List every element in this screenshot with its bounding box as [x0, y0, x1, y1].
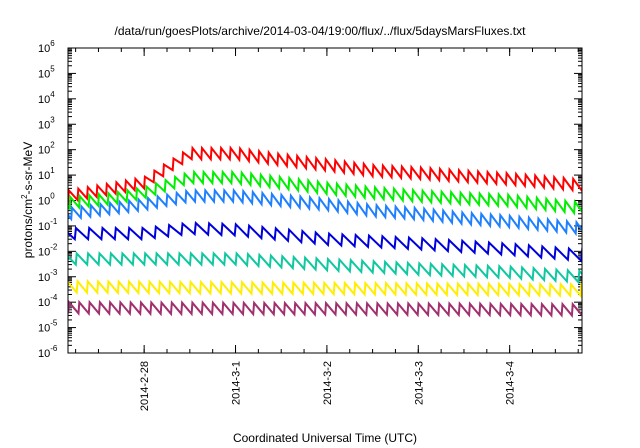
y-tick-base: 10: [38, 68, 50, 80]
series-line: [68, 187, 582, 237]
y-axis-label: protons/cm2-s-sr-MeV: [20, 142, 35, 258]
y-tick-label: 10-5: [38, 319, 58, 335]
y-tick-label: 10-1: [38, 217, 58, 233]
y-tick-exp: 0: [50, 192, 55, 201]
y-axis-label-suffix: -s-sr-MeV: [21, 142, 35, 195]
y-tick-exp: 3: [50, 115, 55, 124]
y-tick-base: 10: [38, 323, 50, 335]
x-tick-labels: 2014-2-28 2014-3-1 2014-3-2 2014-3-3 2014-3-…: [139, 361, 517, 411]
y-tick-exp: -3: [50, 268, 58, 277]
y-tick-base: 10: [38, 348, 50, 360]
y-tick-base: 10: [38, 196, 50, 208]
plot-frame: [67, 47, 583, 354]
y-axis-label-sup: 2: [20, 194, 29, 199]
y-tick-label: 10-4: [38, 293, 58, 309]
y-tick-base: 10: [38, 119, 50, 131]
y-tick-label: 100: [38, 192, 55, 208]
chart-title: /data/run/goesPlots/archive/2014-03-04/1…: [115, 24, 527, 38]
y-tick-base: 10: [38, 272, 50, 284]
y-tick-labels: 10-610-510-410-310-210-11001011021031041…: [38, 39, 58, 360]
series-group: [68, 145, 582, 318]
y-tick-label: 103: [38, 115, 55, 131]
x-tick-label: 2014-3-1: [231, 361, 243, 405]
y-tick-exp: -2: [50, 242, 58, 251]
y-tick-label: 101: [38, 166, 55, 182]
y-tick-exp: 2: [50, 141, 55, 150]
series-line: [68, 299, 582, 318]
y-tick-label: 104: [38, 90, 55, 106]
y-tick-base: 10: [38, 94, 50, 106]
y-tick-base: 10: [38, 297, 50, 309]
series-line: [68, 169, 582, 216]
y-tick-base: 10: [38, 43, 50, 55]
y-tick-exp: -5: [50, 319, 58, 328]
y-tick-exp: -4: [50, 293, 58, 302]
y-tick-exp: 1: [50, 166, 55, 175]
y-tick-label: 105: [38, 64, 55, 80]
y-tick-label: 10-3: [38, 268, 58, 284]
y-tick-exp: 4: [50, 90, 55, 99]
x-tick-label: 2014-3-2: [322, 361, 334, 405]
x-tick-label: 2014-3-4: [505, 361, 517, 405]
y-tick-label: 106: [38, 39, 55, 55]
y-tick-base: 10: [38, 221, 50, 233]
y-tick-exp: -1: [50, 217, 58, 226]
y-tick-exp: 5: [50, 64, 55, 73]
y-tick-exp: -6: [50, 344, 58, 353]
series-line: [68, 145, 582, 205]
series-line: [68, 251, 582, 285]
y-tick-exp: 6: [50, 39, 55, 48]
y-tick-base: 10: [38, 246, 50, 258]
x-axis-label: Coordinated Universal Time (UTC): [233, 431, 417, 445]
series-line: [68, 220, 582, 264]
x-tick-label: 2014-2-28: [139, 361, 151, 411]
x-tick-label: 2014-3-3: [413, 361, 425, 405]
y-tick-label: 10-2: [38, 242, 58, 258]
series-line: [68, 278, 582, 299]
axis-ticks: [68, 47, 582, 354]
y-axis-label-prefix: protons/cm: [21, 199, 35, 258]
y-tick-base: 10: [38, 170, 50, 182]
y-tick-base: 10: [38, 145, 50, 157]
y-tick-label: 10-6: [38, 344, 58, 360]
y-tick-label: 102: [38, 141, 55, 157]
